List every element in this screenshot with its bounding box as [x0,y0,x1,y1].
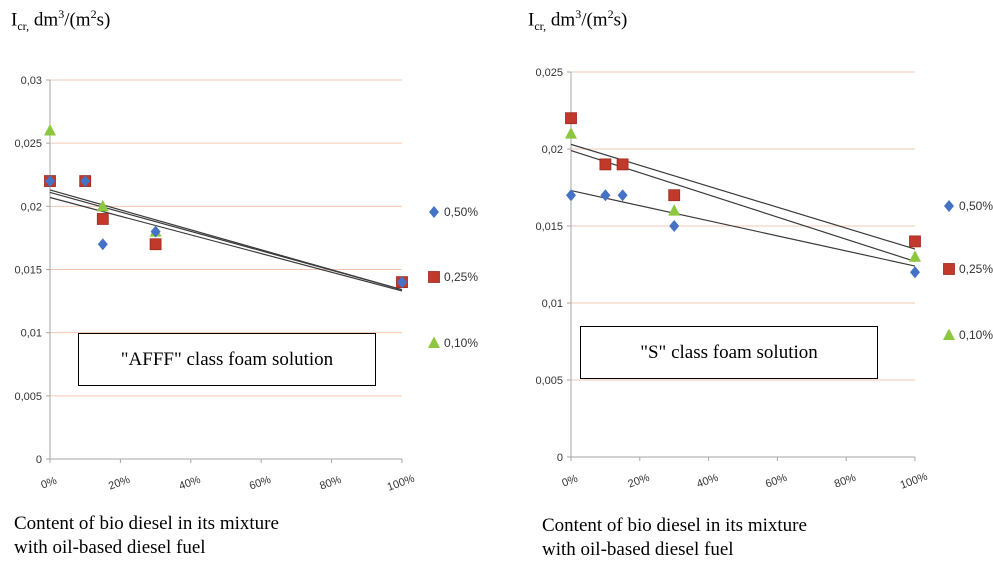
legend-entry: 0,50% [959,199,993,213]
data-point [97,238,108,251]
trendline [49,189,403,291]
y-tick-label: 0,025 [535,67,563,79]
y-tick-label: 0,005 [535,375,563,387]
legend-entry: 0,25% [959,262,993,276]
legend-entry: 0,25% [444,270,478,284]
data-point [909,235,921,248]
y-tick-label: 0,015 [14,265,42,277]
y-tick-label: 0,015 [535,221,563,233]
data-point [397,276,407,289]
legend-marker [943,328,955,340]
x-tick-label: 20% [107,474,132,493]
y-tick-label: 0,02 [21,201,42,213]
data-point [910,266,920,279]
legend-marker [943,263,955,275]
data-point [565,127,577,139]
data-point [616,158,629,171]
data-point [96,213,109,225]
x-axis-label: Content of bio diesel in its mixture wit… [14,513,279,558]
x-tick-label: 0% [39,475,58,492]
data-point [44,124,56,136]
data-point [668,204,681,216]
data-point [909,250,921,262]
legend-entry: 0,10% [444,336,478,350]
y-tick-label: 0 [36,454,42,466]
data-point [617,189,628,202]
legend-entry: 0,10% [959,328,993,342]
y-tick-label: 0,01 [542,298,563,310]
data-point [96,199,109,212]
data-point [565,112,577,125]
y-tick-label: 0 [557,452,563,464]
chart-panel-afff: Icr, dm3/(m2s) 0 0,005 0,01 0,015 0,02 0,025 0… [0,0,490,563]
data-point [149,238,162,251]
y-tick-label: 0,025 [14,138,42,150]
scatter-chart-s: 0 0,005 0,01 0,015 0,02 0,025 0% 20% 40% 60% 80% 10… [535,67,993,492]
data-point [600,189,611,202]
x-tick-label: 100% [386,473,417,494]
y-tick-label: 0,01 [21,328,42,340]
data-point [566,189,576,202]
annotation-box: "AFFF" class foam solution [78,333,376,386]
data-point [668,189,681,202]
y-axis-label: Icr, dm3/(m2s) [11,7,111,34]
x-tick-label: 40% [695,472,720,491]
legend-entry: 0,50% [444,205,478,219]
data-point [80,175,91,188]
x-axis-label: Content of bio diesel in its mixture wit… [542,515,807,560]
chart-panel-s: Icr, dm3/(m2s) 0 0,005 0,01 0,015 0,02 0,025 0… [520,0,993,563]
data-point [45,175,55,188]
data-point [150,225,161,238]
x-tick-label: 20% [626,472,651,491]
y-tick-label: 0,02 [542,144,563,156]
legend-marker [428,271,440,283]
y-tick-label: 0,005 [14,391,42,403]
x-tick-label: 100% [899,471,930,492]
annotation-box: "S" class foam solution [580,326,878,379]
legend-marker [429,206,439,218]
x-tick-label: 40% [177,474,202,493]
x-tick-label: 80% [318,474,343,493]
x-tick-label: 0% [560,473,579,490]
x-tick-label: 80% [833,472,858,491]
x-tick-label: 60% [764,472,789,491]
scatter-chart-afff: 0 0,005 0,01 0,015 0,02 0,025 0,03 0% 20% 40% 60% 8… [14,75,478,494]
x-tick-label: 60% [248,474,273,493]
legend-marker [944,200,954,212]
data-point [599,158,612,171]
data-point [669,220,680,232]
y-axis-label: Icr, dm3/(m2s) [528,7,628,34]
legend-marker [428,336,440,348]
trendline [570,189,916,267]
y-tick-label: 0,03 [21,75,42,87]
